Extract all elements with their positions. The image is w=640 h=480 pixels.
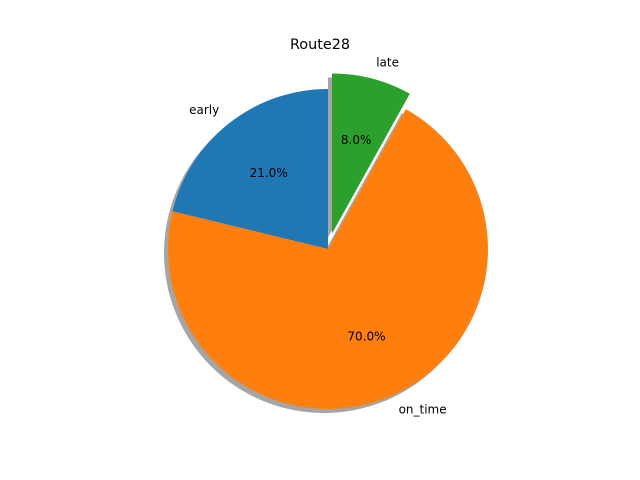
slice-percent-late: 8.0% <box>341 133 372 147</box>
chart-title: Route28 <box>290 37 350 53</box>
pie-slices <box>168 73 488 410</box>
pie-slice-early <box>172 89 328 249</box>
slice-percent-early: 21.0% <box>250 166 288 180</box>
slice-label-late: late <box>376 56 399 70</box>
pie-slice-on-time <box>168 109 488 410</box>
slice-label-on-time: on_time <box>399 403 447 417</box>
slice-label-early: early <box>189 103 219 117</box>
pie-slice-late <box>332 73 410 234</box>
slice-labels: early 21.0% on_time 70.0% late 8.0% <box>189 56 447 417</box>
slice-percent-on-time: 70.0% <box>347 329 385 343</box>
